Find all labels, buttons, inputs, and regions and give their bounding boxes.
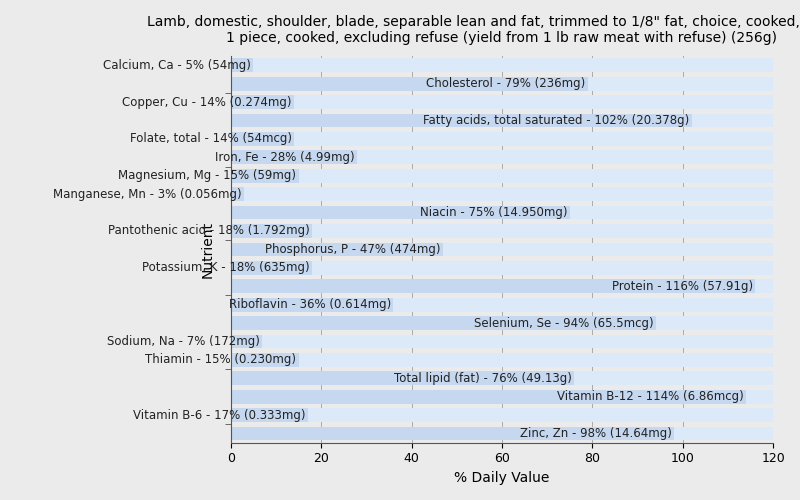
Bar [230, 58, 254, 72]
Text: Copper, Cu - 14% (0.274mg): Copper, Cu - 14% (0.274mg) [122, 96, 292, 108]
Bar [230, 242, 773, 256]
Bar [230, 280, 755, 293]
Text: Calcium, Ca - 5% (54mg): Calcium, Ca - 5% (54mg) [103, 59, 251, 72]
Title: Lamb, domestic, shoulder, blade, separable lean and fat, trimmed to 1/8" fat, ch: Lamb, domestic, shoulder, blade, separab… [147, 15, 800, 45]
Text: Fatty acids, total saturated - 102% (20.378g): Fatty acids, total saturated - 102% (20.… [423, 114, 690, 127]
Y-axis label: Nutrient: Nutrient [201, 221, 215, 278]
Bar [230, 224, 312, 238]
Bar [230, 150, 773, 164]
Bar [230, 206, 773, 220]
Bar [230, 298, 394, 312]
Bar [230, 188, 244, 201]
Bar [230, 316, 656, 330]
Text: Iron, Fe - 28% (4.99mg): Iron, Fe - 28% (4.99mg) [215, 151, 355, 164]
Bar [230, 169, 298, 182]
Bar [230, 334, 773, 348]
Bar [230, 261, 312, 274]
Bar [230, 353, 773, 367]
Bar [230, 132, 294, 146]
Text: Magnesium, Mg - 15% (59mg): Magnesium, Mg - 15% (59mg) [118, 170, 296, 182]
Bar [230, 95, 294, 109]
Text: Riboflavin - 36% (0.614mg): Riboflavin - 36% (0.614mg) [229, 298, 391, 311]
Bar [230, 316, 773, 330]
Bar [230, 390, 773, 404]
Bar [230, 426, 773, 440]
Text: Folate, total - 14% (54mcg): Folate, total - 14% (54mcg) [130, 132, 292, 145]
Text: Pantothenic acid - 18% (1.792mg): Pantothenic acid - 18% (1.792mg) [108, 224, 310, 237]
Text: Cholesterol - 79% (236mg): Cholesterol - 79% (236mg) [426, 77, 586, 90]
Bar [230, 408, 773, 422]
Text: Niacin - 75% (14.950mg): Niacin - 75% (14.950mg) [420, 206, 567, 219]
Text: Total lipid (fat) - 76% (49.13g): Total lipid (fat) - 76% (49.13g) [394, 372, 572, 385]
Bar [230, 408, 307, 422]
Text: Potassium, K - 18% (635mg): Potassium, K - 18% (635mg) [142, 262, 310, 274]
Bar [230, 132, 773, 146]
Bar [230, 426, 674, 440]
Bar [230, 372, 574, 385]
Bar [230, 169, 773, 182]
Text: Selenium, Se - 94% (65.5mcg): Selenium, Se - 94% (65.5mcg) [474, 316, 654, 330]
Bar [230, 261, 773, 274]
Bar [230, 95, 773, 109]
Bar [230, 206, 570, 220]
Bar [230, 77, 773, 90]
Text: Vitamin B-12 - 114% (6.86mcg): Vitamin B-12 - 114% (6.86mcg) [557, 390, 744, 403]
X-axis label: % Daily Value: % Daily Value [454, 471, 550, 485]
Bar [230, 334, 262, 348]
Bar [230, 280, 773, 293]
Text: Zinc, Zn - 98% (14.64mg): Zinc, Zn - 98% (14.64mg) [519, 427, 671, 440]
Bar [230, 114, 692, 128]
Bar [230, 58, 773, 72]
Text: Vitamin B-6 - 17% (0.333mg): Vitamin B-6 - 17% (0.333mg) [133, 408, 306, 422]
Text: Protein - 116% (57.91g): Protein - 116% (57.91g) [612, 280, 753, 292]
Text: Phosphorus, P - 47% (474mg): Phosphorus, P - 47% (474mg) [266, 243, 441, 256]
Bar [230, 242, 443, 256]
Bar [230, 390, 746, 404]
Bar [230, 150, 358, 164]
Bar [230, 353, 298, 367]
Bar [230, 77, 588, 90]
Text: Sodium, Na - 7% (172mg): Sodium, Na - 7% (172mg) [107, 335, 260, 348]
Bar [230, 224, 773, 238]
Bar [230, 188, 773, 201]
Text: Manganese, Mn - 3% (0.056mg): Manganese, Mn - 3% (0.056mg) [54, 188, 242, 200]
Bar [230, 114, 773, 128]
Bar [230, 372, 773, 385]
Text: Thiamin - 15% (0.230mg): Thiamin - 15% (0.230mg) [146, 354, 296, 366]
Bar [230, 298, 773, 312]
